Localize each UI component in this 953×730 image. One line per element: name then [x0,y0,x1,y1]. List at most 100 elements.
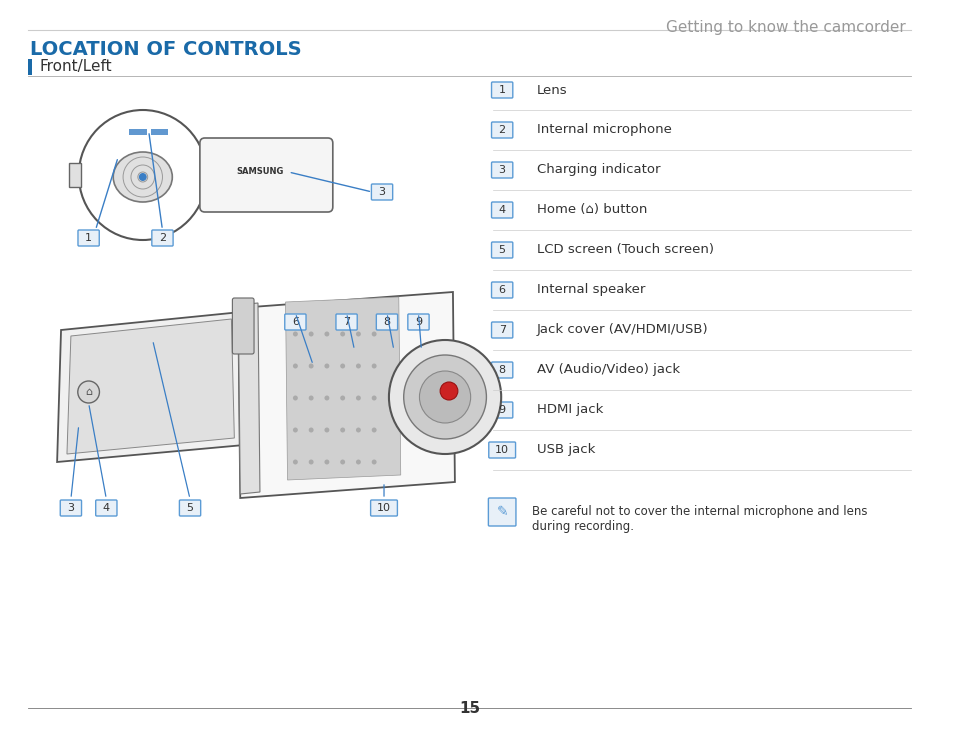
FancyBboxPatch shape [491,122,513,138]
Text: Front/Left: Front/Left [39,60,112,74]
Text: 9: 9 [415,317,421,327]
Bar [151,129,168,135]
Text: Getting to know the camcorder: Getting to know the camcorder [665,20,905,35]
FancyBboxPatch shape [491,82,513,98]
Circle shape [355,459,360,464]
FancyBboxPatch shape [488,498,516,526]
FancyBboxPatch shape [491,322,513,338]
Text: 8: 8 [383,317,390,327]
Text: Charging indicator: Charging indicator [537,164,659,177]
Circle shape [309,364,314,369]
Circle shape [355,428,360,432]
FancyBboxPatch shape [491,402,513,418]
Circle shape [79,110,207,240]
Text: 2: 2 [498,125,505,135]
Text: AV (Audio/Video) jack: AV (Audio/Video) jack [537,364,679,377]
Text: 7: 7 [343,317,350,327]
Text: 7: 7 [498,325,505,335]
Bar [69,163,81,187]
Circle shape [340,364,345,369]
Circle shape [324,331,329,337]
Text: 8: 8 [498,365,505,375]
Text: 1: 1 [85,233,92,243]
Text: 9: 9 [498,405,505,415]
Circle shape [389,340,500,454]
Circle shape [355,396,360,401]
Circle shape [324,364,329,369]
Circle shape [372,364,376,369]
FancyBboxPatch shape [491,162,513,178]
Circle shape [355,364,360,369]
Circle shape [293,428,297,432]
FancyBboxPatch shape [491,362,513,378]
Text: 5: 5 [498,245,505,255]
FancyBboxPatch shape [491,242,513,258]
Bar [28,59,32,75]
Text: Lens: Lens [537,83,567,96]
FancyBboxPatch shape [371,184,393,200]
Text: Be careful not to cover the internal microphone and lens
during recording.: Be careful not to cover the internal mic… [531,505,866,533]
Text: 4: 4 [498,205,505,215]
FancyBboxPatch shape [179,500,200,516]
Text: SAMSUNG: SAMSUNG [236,167,284,177]
Text: Jack cover (AV/HDMI/USB): Jack cover (AV/HDMI/USB) [537,323,707,337]
Circle shape [293,364,297,369]
Text: ✎: ✎ [496,505,507,519]
Text: 3: 3 [68,503,74,513]
Text: Home (⌂) button: Home (⌂) button [537,204,646,217]
Polygon shape [238,292,455,498]
Circle shape [324,428,329,432]
Bar [129,129,147,135]
Text: 4: 4 [103,503,110,513]
Text: 10: 10 [376,503,391,513]
Text: 3: 3 [498,165,505,175]
Circle shape [403,355,486,439]
Circle shape [324,396,329,401]
Text: HDMI jack: HDMI jack [537,404,602,417]
Circle shape [309,459,314,464]
Text: Internal microphone: Internal microphone [537,123,671,137]
Circle shape [293,331,297,337]
Circle shape [372,396,376,401]
Text: 10: 10 [495,445,509,455]
FancyBboxPatch shape [375,314,397,330]
Circle shape [372,331,376,337]
Circle shape [293,459,297,464]
Circle shape [324,459,329,464]
Text: ⌂: ⌂ [85,387,92,397]
Circle shape [309,331,314,337]
FancyBboxPatch shape [95,500,117,516]
Text: 5: 5 [187,503,193,513]
Circle shape [372,459,376,464]
Text: 6: 6 [292,317,298,327]
Circle shape [439,382,457,400]
Circle shape [309,396,314,401]
Circle shape [309,428,314,432]
Circle shape [139,173,147,181]
Text: 1: 1 [498,85,505,95]
Circle shape [340,428,345,432]
Circle shape [340,331,345,337]
Circle shape [340,459,345,464]
Text: 15: 15 [458,701,479,716]
Circle shape [355,331,360,337]
Circle shape [340,396,345,401]
Polygon shape [57,312,244,462]
FancyBboxPatch shape [488,442,515,458]
FancyBboxPatch shape [60,500,81,516]
FancyBboxPatch shape [408,314,429,330]
FancyBboxPatch shape [152,230,172,246]
FancyBboxPatch shape [491,202,513,218]
Text: Internal speaker: Internal speaker [537,283,644,296]
FancyBboxPatch shape [78,230,99,246]
Text: USB jack: USB jack [537,444,595,456]
Circle shape [293,396,297,401]
Text: 3: 3 [378,187,385,197]
Circle shape [419,371,470,423]
FancyBboxPatch shape [491,282,513,298]
FancyBboxPatch shape [284,314,306,330]
FancyBboxPatch shape [370,500,397,516]
Text: 6: 6 [498,285,505,295]
Polygon shape [238,303,259,494]
Circle shape [372,428,376,432]
